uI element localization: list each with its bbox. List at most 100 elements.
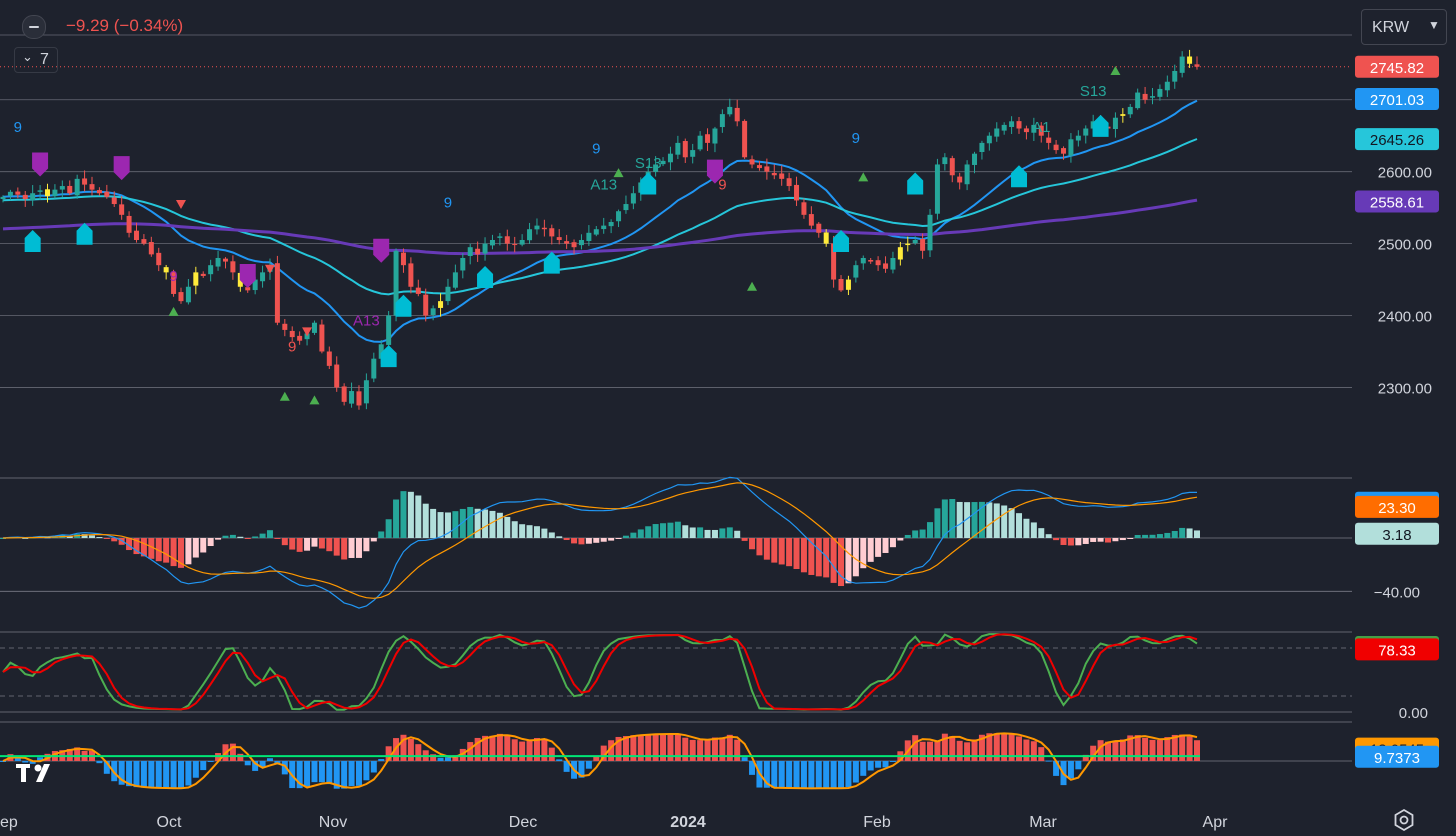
candle-body <box>831 243 837 280</box>
td-sell-setup-marker <box>32 152 49 177</box>
candle-body <box>512 244 518 246</box>
macd-histogram-bar <box>400 491 407 538</box>
osc-histogram-bar <box>956 740 963 761</box>
osc-histogram-bar <box>682 737 689 761</box>
collapse-legend-button[interactable] <box>22 15 46 39</box>
macd-histogram-bar <box>370 538 377 542</box>
candle-body <box>675 142 681 155</box>
candle-body <box>1142 93 1148 100</box>
osc-line <box>2 732 1198 790</box>
osc-histogram-bar <box>800 761 807 789</box>
price-badge <box>1355 128 1439 151</box>
candle-body <box>1164 81 1170 91</box>
chart-settings-icon[interactable] <box>1392 808 1416 832</box>
osc-histogram-bar <box>986 733 993 761</box>
macd-badge-label: 3.18 <box>1382 527 1411 544</box>
candle-body <box>816 223 822 233</box>
candle-body <box>957 176 963 183</box>
candle-body <box>549 228 555 237</box>
osc-histogram-bar <box>318 761 325 783</box>
candle-body <box>326 351 332 366</box>
osc-histogram-bar <box>927 741 934 761</box>
macd-histogram-bar <box>526 525 533 538</box>
osc-histogram-bar <box>519 741 526 761</box>
candle-body <box>1061 148 1067 154</box>
time-axis-label: Nov <box>319 814 347 831</box>
osc-histogram-bar <box>749 761 756 775</box>
macd-histogram-bar <box>823 538 830 578</box>
osc-histogram-bar <box>1016 736 1023 761</box>
macd-histogram-bar <box>126 538 133 551</box>
osc-histogram-bar <box>815 761 822 789</box>
candle-body <box>979 142 985 152</box>
macd-histogram-bar <box>200 538 207 553</box>
candle-body <box>779 173 785 179</box>
osc-histogram-bar <box>430 754 437 761</box>
macd-histogram-bar <box>252 536 259 538</box>
price-badge <box>1355 190 1439 213</box>
indicators-toggle-button[interactable]: ⌄ 7 <box>14 47 58 73</box>
macd-histogram-bar <box>1023 518 1030 538</box>
td-count-label: 9 <box>852 130 860 147</box>
candle-body <box>1046 137 1052 143</box>
td-sell-setup-marker <box>373 238 390 263</box>
macd-histogram-bar <box>155 538 162 562</box>
osc-histogram-bar <box>919 741 926 761</box>
osc-histogram-bar <box>1038 747 1045 761</box>
macd-histogram-bar <box>1090 538 1097 542</box>
osc-histogram-bar <box>489 735 496 761</box>
macd-histogram-bar <box>912 530 919 538</box>
osc-histogram-bar <box>934 740 941 761</box>
macd-histogram-bar <box>541 528 548 538</box>
candle-body <box>527 229 533 241</box>
macd-histogram-bar <box>363 538 370 552</box>
macd-histogram-bar <box>800 538 807 573</box>
macd-histogram-bar <box>1082 538 1089 544</box>
macd-histogram-bar <box>704 529 711 538</box>
osc-histogram-bar <box>867 761 874 771</box>
osc-histogram-bar <box>496 733 503 761</box>
macd-histogram-bar <box>1008 508 1015 538</box>
candle-body <box>378 344 384 359</box>
macd-histogram-bar <box>838 538 845 587</box>
candle-body <box>564 241 570 244</box>
osc-histogram-bar <box>741 757 748 761</box>
candle-body <box>200 273 206 276</box>
candle-body <box>408 263 414 287</box>
macd-histogram-bar <box>934 508 941 538</box>
osc-histogram-bar <box>882 761 889 768</box>
td-count-label: 9 <box>14 119 22 136</box>
candle-body <box>104 191 110 197</box>
macd-histogram-bar <box>808 538 815 575</box>
osc-histogram-bar <box>363 761 370 781</box>
candle-body <box>868 260 874 262</box>
macd-histogram-bar <box>852 538 859 577</box>
candle-body <box>541 227 547 230</box>
chevron-down-icon: ▼ <box>1428 18 1440 32</box>
osc-histogram-bar <box>1127 735 1134 761</box>
candle-body <box>972 153 978 165</box>
osc-histogram-bar <box>281 761 288 775</box>
macd-histogram-bar <box>489 510 496 538</box>
price-change-text: −9.29 (−0.34%) <box>66 16 184 35</box>
buy-signal-triangle <box>168 306 179 316</box>
macd-histogram-bar <box>763 538 770 560</box>
stochastic-pane <box>0 631 1352 713</box>
ema-50-line <box>2 138 1198 296</box>
macd-histogram-bar <box>467 506 474 538</box>
osc-histogram-bar <box>719 737 726 761</box>
candle-body <box>393 250 399 316</box>
macd-histogram-bar <box>726 527 733 538</box>
candle-body <box>905 243 911 246</box>
osc-histogram-bar <box>326 761 333 785</box>
candle-body <box>845 279 851 290</box>
osc-histogram-bar <box>266 758 273 761</box>
currency-select[interactable]: KRW ▼ <box>1361 9 1447 45</box>
osc-histogram-bar <box>200 761 207 771</box>
candle-body <box>601 225 607 230</box>
macd-histogram-bar <box>318 538 325 549</box>
macd-histogram-bar <box>674 521 681 538</box>
osc-histogram-bar <box>793 761 800 789</box>
macd-histogram-bar <box>897 538 904 541</box>
